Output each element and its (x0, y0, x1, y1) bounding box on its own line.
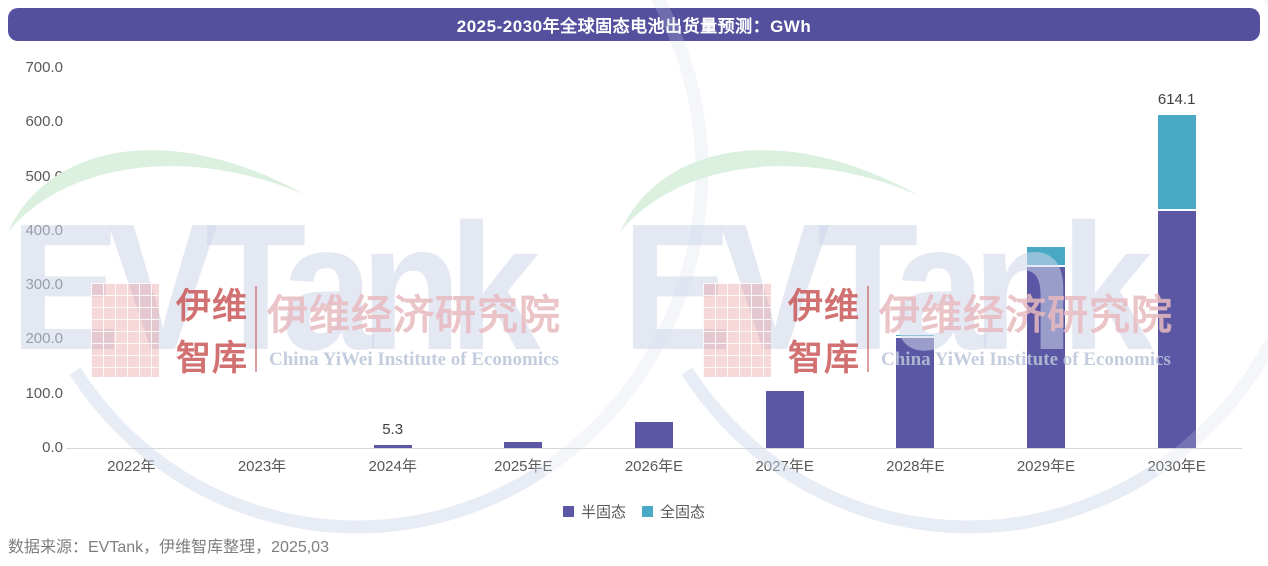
y-tick-label: 0.0 (42, 439, 63, 456)
legend-label: 半固态 (580, 504, 626, 521)
x-tick-label: 2028年E (886, 458, 945, 475)
legend: 半固态 全固态 (0, 501, 1268, 522)
seal-divider (867, 286, 869, 372)
evtank-logo-text: EVTank (10, 187, 541, 388)
bar-stack-2030年E (1157, 114, 1196, 448)
total-label: 614.1 (1157, 90, 1196, 108)
bar-segment-semi-solid (373, 445, 412, 448)
bar-stack-2028年E (896, 335, 935, 448)
legend-swatch (642, 506, 653, 517)
bar-segment-semi-solid (1027, 266, 1065, 448)
bar-segment-all-solid (1027, 246, 1065, 267)
x-axis-line (66, 448, 1242, 449)
yiwei-zhiku-seal: 伊维 智库 (788, 281, 860, 385)
bar-segment-semi-solid (896, 338, 935, 448)
y-tick-label: 400.0 (25, 221, 63, 239)
bar-stack-2027年E (765, 391, 804, 448)
institute-name-cn: 伊维经济研究院 (267, 292, 561, 338)
legend-item: 全固态 (642, 501, 705, 522)
watermark-left: EVTank 伊维 智库 伊维经济研究院 China YiWei Institu… (0, 0, 775, 566)
bar-stack-2024年 (373, 445, 412, 448)
y-tick-label: 500.0 (25, 167, 63, 185)
yiwei-zhiku-seal: 伊维 智库 (176, 281, 248, 385)
x-tick-label: 2026年E (624, 458, 684, 475)
bar-stack-2029年E (1027, 246, 1065, 448)
y-tick-label: 700.0 (25, 59, 63, 76)
seal-divider (255, 286, 257, 372)
seal-line1: 伊维 (176, 287, 249, 326)
bar-segment-semi-solid (1157, 210, 1196, 448)
x-tick-label: 2023年 (237, 458, 287, 475)
y-tick-label: 100.0 (25, 384, 63, 402)
bar-segment-semi-solid (635, 422, 673, 448)
institute-name-cn: 伊维经济研究院 (879, 292, 1173, 338)
x-tick-label: 2022年 (107, 458, 156, 475)
total-label: 5.3 (382, 421, 404, 439)
seal-line1: 伊维 (788, 287, 861, 326)
legend-label: 全固态 (660, 504, 706, 521)
x-tick-label: 2025年E (494, 458, 553, 475)
y-tick-label: 600.0 (25, 113, 63, 131)
red-grid-icon (91, 283, 159, 377)
chart-title: 2025-2030年全球固态电池出货量预测：GWh (456, 17, 812, 36)
x-tick-label: 2030年E (1147, 458, 1206, 475)
institute-name-en: China YiWei Institute of Economics (269, 349, 559, 370)
chart-title-banner: 2025-2030年全球固态电池出货量预测：GWh (8, 8, 1260, 41)
legend-item: 半固态 (562, 501, 626, 522)
green-swoosh-icon (620, 150, 918, 232)
bar-segment-all-solid (1157, 114, 1196, 211)
bar-segment-semi-solid (504, 442, 543, 448)
swoosh-arc (0, 0, 775, 566)
seal-line2: 智库 (176, 339, 249, 378)
x-tick-label: 2024年 (368, 458, 417, 475)
bar-stack-2026年E (635, 422, 673, 448)
seal-line2: 智库 (788, 339, 861, 378)
bar-segment-all-solid (896, 335, 935, 339)
bar-segment-semi-solid (765, 391, 804, 448)
bar-stack-2025年E (504, 442, 543, 448)
x-tick-label: 2029年E (1016, 458, 1076, 475)
y-tick-label: 300.0 (25, 276, 63, 294)
y-tick-label: 200.0 (25, 330, 63, 348)
x-tick-label: 2027年E (755, 458, 814, 475)
red-grid-icon (703, 283, 771, 377)
legend-swatch (562, 506, 574, 517)
source-note: 数据来源：EVTank，伊维智库整理，2025,03 (8, 539, 329, 556)
